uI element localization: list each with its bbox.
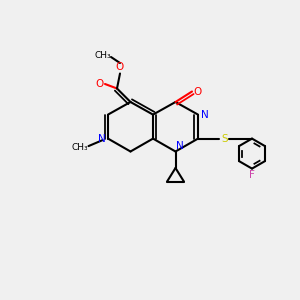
Text: N: N	[176, 141, 184, 151]
Text: O: O	[193, 86, 202, 97]
Text: N: N	[201, 110, 208, 120]
Text: N: N	[98, 134, 106, 144]
Text: S: S	[221, 134, 228, 144]
Text: CH₃: CH₃	[94, 51, 111, 60]
Text: O: O	[116, 62, 124, 72]
Text: F: F	[249, 170, 255, 180]
Text: CH₃: CH₃	[72, 143, 88, 152]
Text: O: O	[95, 79, 104, 89]
